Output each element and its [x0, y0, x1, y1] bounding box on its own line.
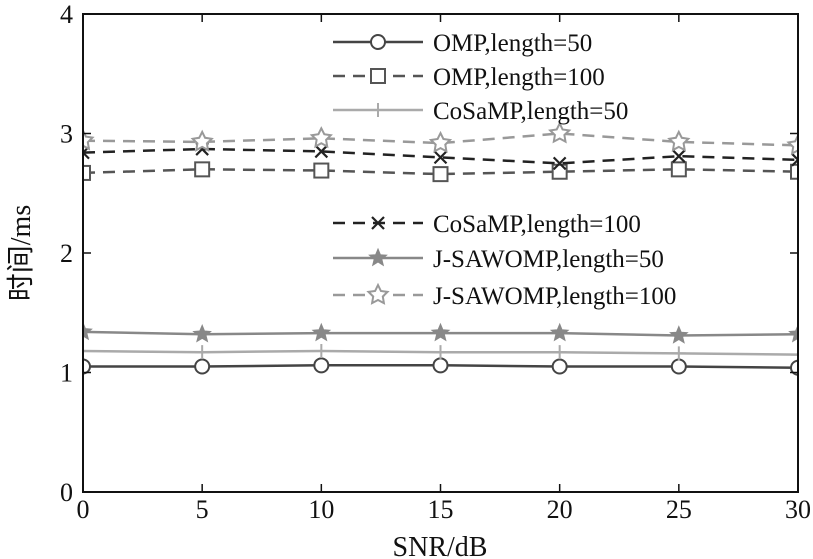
- series-5: [83, 321, 798, 344]
- data-point: [669, 325, 689, 344]
- data-point: [194, 161, 211, 178]
- data-point: [194, 358, 211, 375]
- data-point: [433, 150, 448, 165]
- data-point: [791, 347, 798, 362]
- data-point: [672, 149, 686, 163]
- data-point: [83, 321, 93, 341]
- legend-item-5: J-SAWOMP,length=50: [333, 246, 664, 273]
- data-point: [549, 322, 570, 342]
- x-tick-label: 0: [77, 495, 90, 524]
- x-axis-title: SNR/dB: [393, 532, 488, 559]
- legend-label: OMP,length=100: [433, 64, 605, 91]
- legend-marker: [366, 282, 390, 305]
- x-tick-label: 15: [428, 495, 454, 524]
- series-2: [83, 161, 798, 183]
- data-point: [192, 323, 212, 343]
- y-tick-label: 2: [60, 239, 73, 268]
- legend-marker: [368, 247, 388, 267]
- legend-marker: [371, 216, 385, 230]
- data-point: [432, 357, 449, 374]
- data-point: [311, 322, 332, 342]
- data-point: [195, 345, 210, 360]
- series-layer: [83, 121, 798, 376]
- y-axis-title: 时间/ms: [5, 205, 37, 301]
- legend-item-6: J-SAWOMP,length=100: [333, 282, 676, 310]
- legend-label: CoSaMP,length=100: [433, 211, 641, 238]
- data-point: [83, 358, 91, 375]
- x-tick-label: 20: [547, 495, 573, 524]
- data-point: [190, 129, 214, 152]
- data-point: [791, 153, 798, 167]
- legend-item-3: CoSaMP,length=50: [333, 98, 628, 125]
- data-point: [83, 343, 90, 358]
- x-tick-label: 25: [666, 495, 692, 524]
- legend: OMP,length=50 OMP,length=100 CoSaMP,length…: [333, 30, 676, 310]
- data-point: [309, 126, 333, 149]
- data-point: [551, 358, 568, 375]
- data-point: [432, 166, 449, 183]
- x-tick-label: 30: [785, 495, 811, 524]
- y-tick-label: 1: [60, 359, 73, 388]
- data-point: [313, 357, 330, 374]
- legend-label: J-SAWOMP,length=100: [433, 283, 676, 310]
- data-point: [790, 163, 798, 180]
- data-point: [790, 359, 798, 376]
- data-point: [314, 144, 329, 159]
- y-tick-label: 0: [60, 478, 73, 507]
- x-tick-label: 10: [308, 495, 334, 524]
- data-point: [786, 133, 798, 156]
- data-point: [428, 130, 453, 154]
- data-point: [670, 358, 687, 375]
- data-point: [667, 129, 691, 152]
- legend-item-2: OMP,length=100: [333, 64, 605, 91]
- series-3: [83, 343, 798, 362]
- legend-marker: [370, 68, 386, 84]
- data-point: [83, 164, 91, 181]
- legend-label: CoSaMP,length=50: [433, 98, 628, 125]
- data-point: [671, 346, 686, 361]
- legend-item-4: CoSaMP,length=100: [333, 211, 641, 238]
- y-tick-label: 4: [60, 0, 73, 29]
- data-point: [433, 345, 448, 360]
- data-point: [313, 162, 330, 179]
- legend-label: OMP,length=50: [433, 30, 592, 57]
- data-point: [83, 128, 95, 151]
- series-1: [83, 357, 798, 376]
- data-point: [552, 156, 567, 171]
- ticks-layer: 0 5 10 15 20 25 30 0 1 2 3 4: [60, 0, 811, 524]
- data-point: [670, 161, 687, 178]
- legend-marker: [370, 34, 386, 50]
- series-6: [83, 121, 798, 156]
- legend-label: J-SAWOMP,length=50: [433, 246, 664, 273]
- legend-item-1: OMP,length=50: [333, 30, 592, 57]
- data-point: [548, 121, 572, 144]
- legend-marker: [371, 103, 385, 117]
- data-point: [788, 324, 798, 343]
- data-point: [430, 322, 451, 342]
- data-point: [552, 345, 567, 360]
- data-point: [314, 343, 329, 358]
- x-tick-label: 5: [196, 495, 209, 524]
- y-tick-label: 3: [60, 120, 73, 149]
